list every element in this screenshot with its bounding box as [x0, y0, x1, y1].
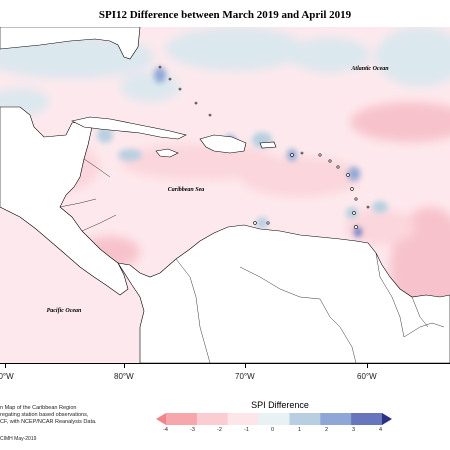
country-borders [59, 158, 445, 363]
legend-tick-label: 0 [271, 427, 275, 433]
map-notes: n Map of the Caribbean Region regating s… [0, 405, 97, 426]
map-title: SPI12 Difference between March 2019 and … [98, 9, 352, 21]
tick-label: 70°W [235, 372, 255, 381]
legend-cell [320, 413, 352, 425]
legend-cell [382, 413, 392, 425]
map-panel: Atlantic Ocean Caribbean Sea Pacific Oce… [0, 27, 450, 363]
puerto-rico [259, 141, 277, 149]
legend-tick-label: 1 [298, 427, 302, 433]
legend-tick-label: 2 [325, 427, 329, 433]
tick-mark [5, 363, 6, 368]
jamaica [155, 148, 179, 158]
legend-tick-label: -4 [163, 427, 168, 433]
legend-cell [351, 413, 383, 425]
legend-colorbar [156, 413, 392, 425]
spi-map: Atlantic Ocean Caribbean Sea Pacific Oce… [0, 27, 450, 363]
legend-tick-label: -3 [190, 427, 195, 433]
credit-text: CIMH May-2019 [0, 436, 37, 442]
legend-cell [258, 413, 290, 425]
tick-label: 60°W [357, 372, 377, 381]
label-pacific-ocean: Pacific Ocean [47, 308, 82, 314]
tick-mark [245, 363, 246, 368]
label-caribbean-sea: Caribbean Sea [168, 187, 205, 193]
legend-cell [196, 413, 229, 425]
legend-cell [156, 413, 166, 425]
landmasses [0, 27, 450, 363]
label-atlantic-ocean: Atlantic Ocean [350, 66, 389, 72]
legend-tick-label: 3 [352, 427, 356, 433]
legend-title: SPI Difference [251, 400, 309, 410]
north-america [0, 27, 141, 60]
legend-cell [227, 413, 260, 425]
legend-tick-label: -1 [244, 427, 249, 433]
note-line-1: n Map of the Caribbean Region [0, 405, 77, 411]
tick-label: 80°W [114, 372, 134, 381]
legend-cell [166, 413, 198, 425]
map-bottom-border [0, 363, 450, 364]
cuba [71, 116, 187, 140]
hispaniola [199, 134, 247, 154]
tick-label: 80°W [0, 372, 14, 381]
south-america [117, 224, 450, 363]
note-line-2: regating station based observations, [0, 412, 89, 418]
note-line-3: CF, with NCEP/NCAR Reanalysis Data. [0, 419, 97, 425]
legend-cell [289, 413, 321, 425]
tick-mark [124, 363, 125, 368]
tick-mark [367, 363, 368, 368]
legend-tick-label: -2 [217, 427, 222, 433]
legend-tick-label: 4 [379, 427, 383, 433]
